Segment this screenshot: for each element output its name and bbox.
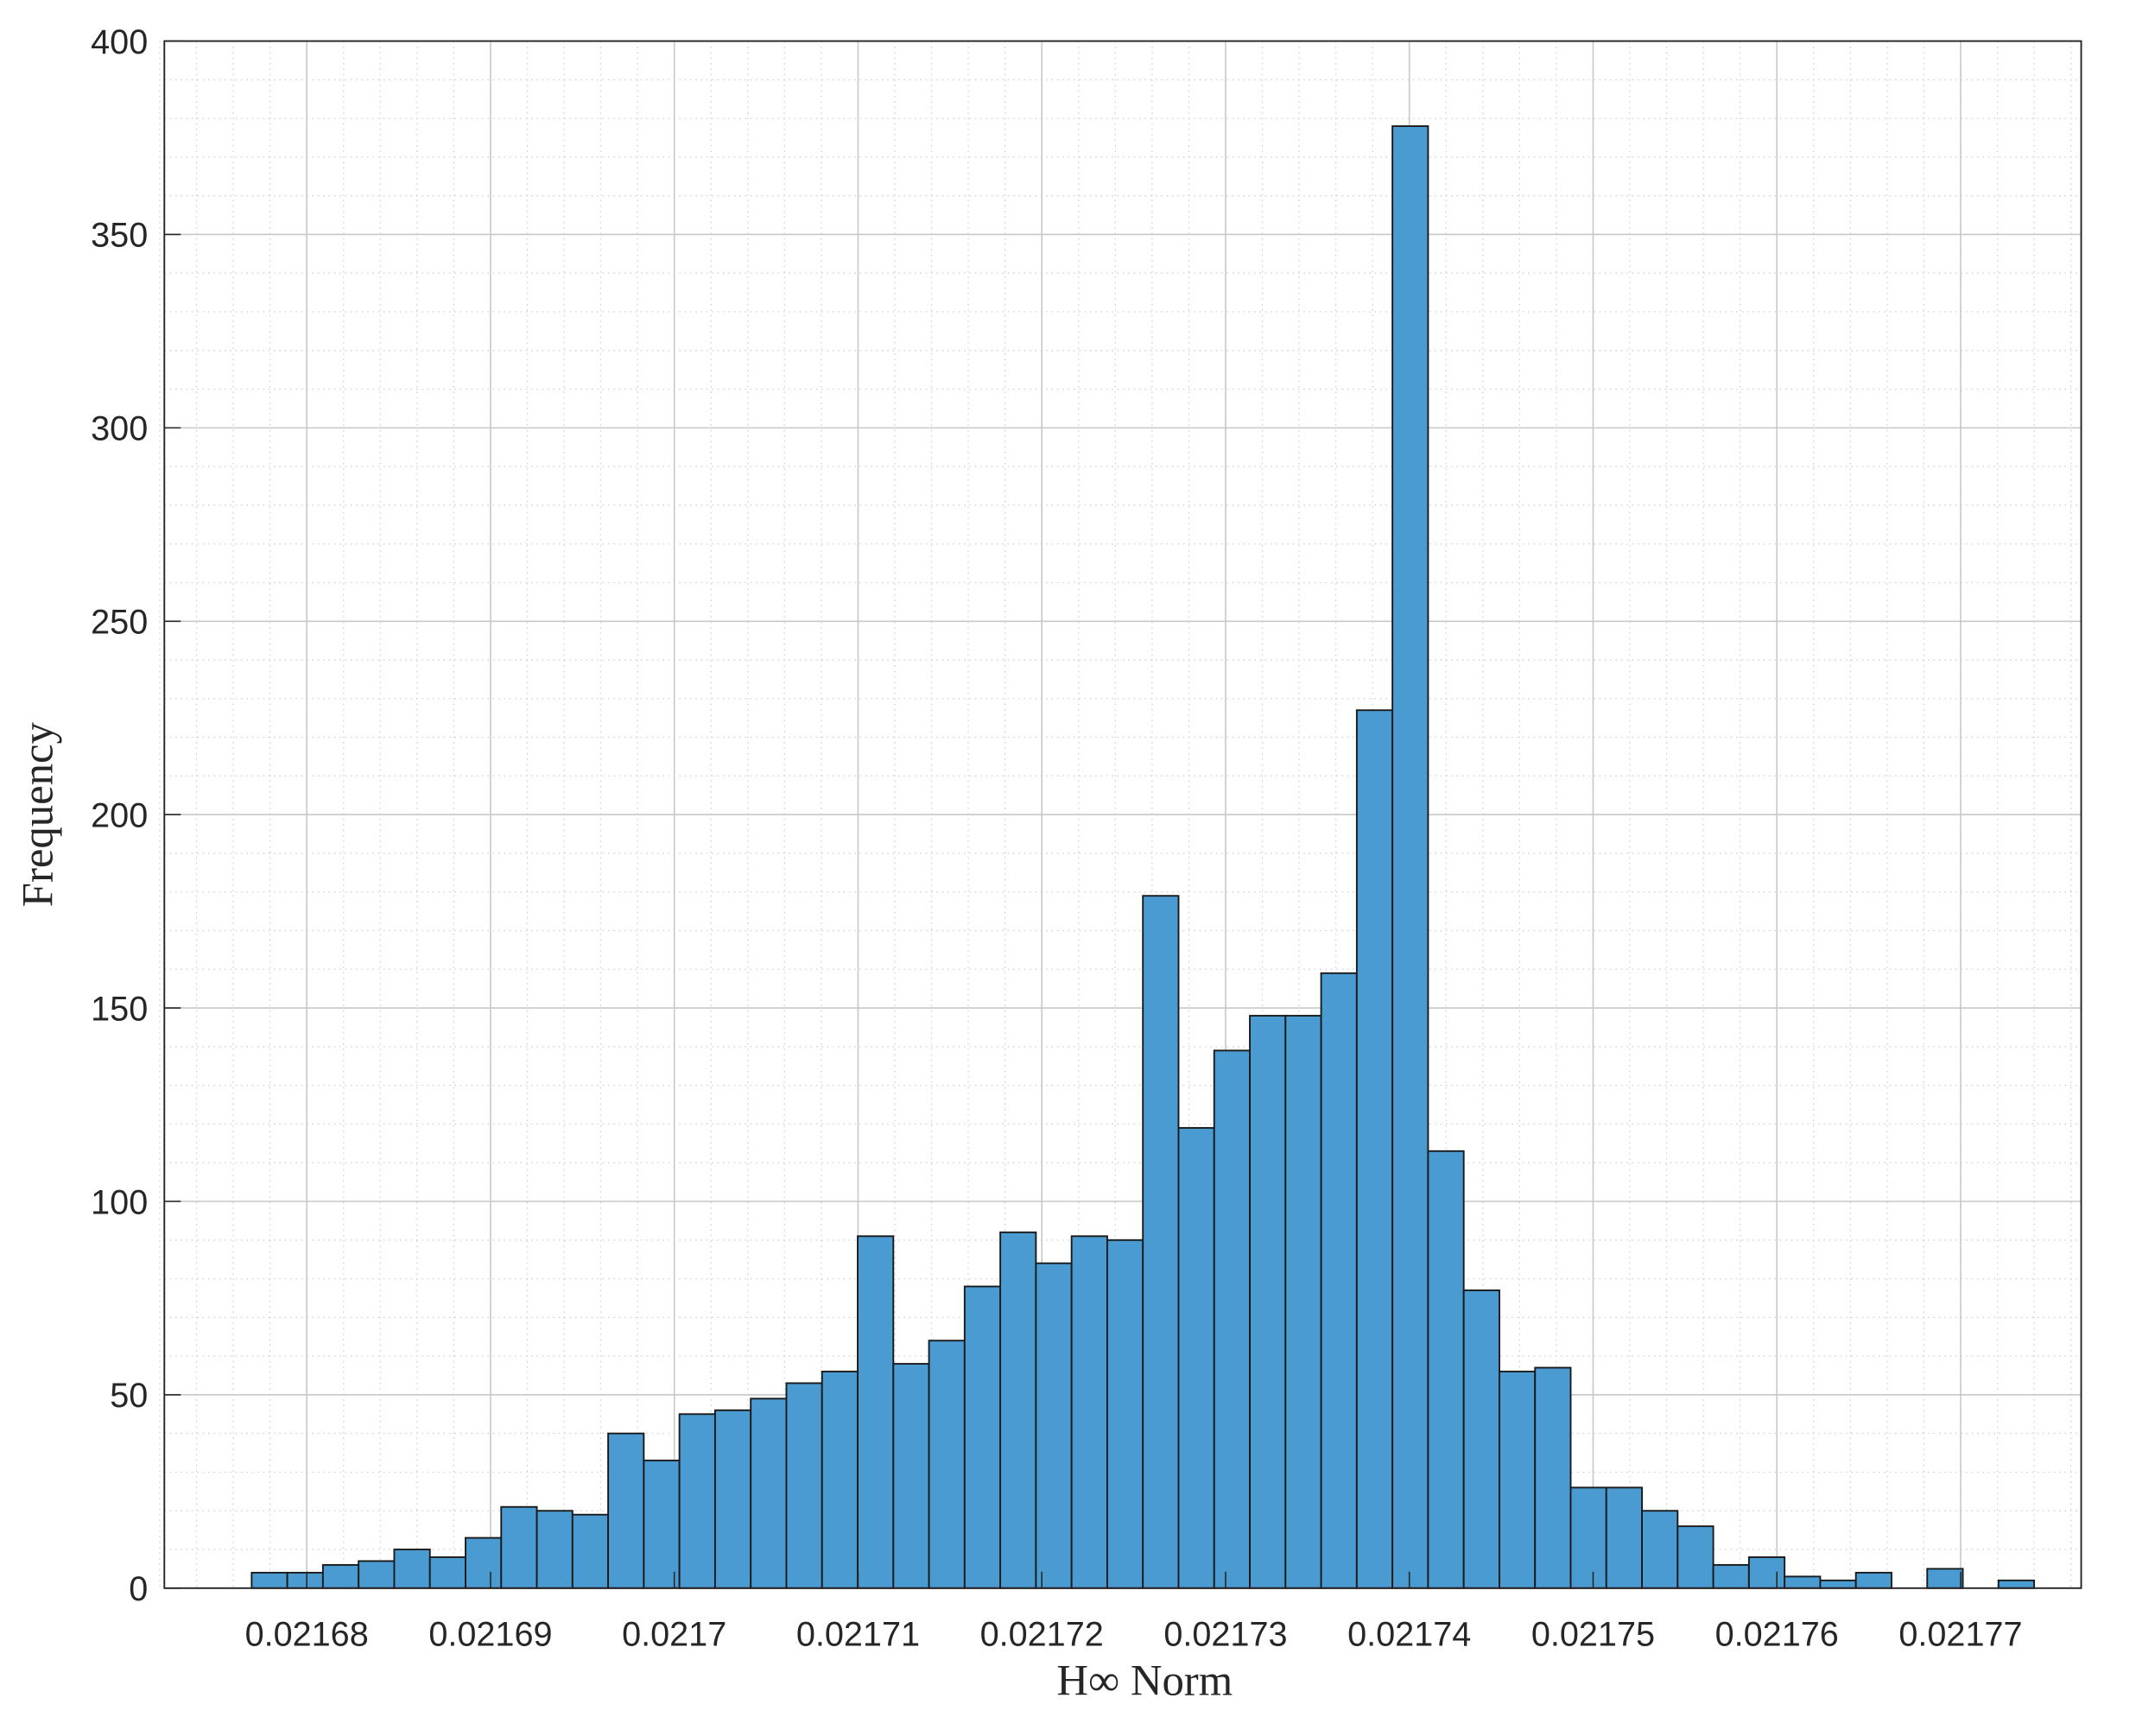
- bar: [1534, 1366, 1572, 1589]
- bar: [393, 1549, 431, 1589]
- y-tick-label: 250: [91, 604, 148, 642]
- bar: [428, 1556, 466, 1589]
- bar: [500, 1505, 538, 1589]
- y-tick-label: 300: [91, 410, 148, 448]
- bar: [1854, 1571, 1892, 1589]
- x-tick-label: 0.02169: [428, 1615, 552, 1653]
- bar: [1142, 895, 1180, 1589]
- y-tick-label: 100: [91, 1183, 148, 1221]
- bar: [607, 1432, 645, 1589]
- bar: [785, 1382, 823, 1589]
- x-tick-label: 0.02174: [1347, 1615, 1471, 1653]
- bar: [1284, 1015, 1322, 1589]
- bar: [571, 1513, 610, 1589]
- bar: [286, 1571, 324, 1589]
- bar: [1747, 1556, 1786, 1589]
- bar: [821, 1371, 859, 1589]
- bar: [857, 1235, 895, 1589]
- bar: [1819, 1579, 1857, 1589]
- bar: [1427, 1150, 1465, 1589]
- bar: [1926, 1568, 1964, 1589]
- bar: [1106, 1239, 1144, 1589]
- x-tick-label: 0.0217: [622, 1615, 726, 1653]
- bar: [1712, 1563, 1750, 1589]
- y-axis-label: Frequency: [13, 722, 61, 908]
- y-tick-label: 50: [110, 1377, 148, 1415]
- y-tick-label: 200: [91, 796, 148, 834]
- bar: [1391, 125, 1429, 1589]
- x-tick-label: 0.02176: [1715, 1615, 1839, 1653]
- bar: [536, 1510, 574, 1589]
- bar: [321, 1563, 360, 1589]
- x-tick-label: 0.02175: [1531, 1615, 1655, 1653]
- bar: [643, 1460, 681, 1589]
- bar: [999, 1231, 1037, 1589]
- bar: [963, 1285, 1002, 1589]
- bar: [358, 1560, 396, 1589]
- bar: [713, 1409, 752, 1589]
- bar: [1569, 1486, 1607, 1589]
- y-tick-label: 400: [91, 23, 148, 61]
- bar: [678, 1413, 716, 1589]
- bar: [1320, 972, 1358, 1589]
- y-tick-label: 150: [91, 990, 148, 1028]
- bar: [1035, 1262, 1073, 1589]
- y-tick-label: 350: [91, 217, 148, 255]
- x-tick-label: 0.02168: [245, 1615, 369, 1653]
- bar: [1213, 1049, 1251, 1589]
- bar: [1498, 1371, 1537, 1589]
- bar: [1997, 1579, 2036, 1589]
- bar: [465, 1536, 503, 1589]
- bar: [1355, 709, 1394, 1589]
- bar: [1249, 1015, 1287, 1589]
- bars: [250, 125, 2036, 1589]
- x-tick-label: 0.02177: [1898, 1615, 2022, 1653]
- bar: [250, 1571, 288, 1589]
- x-tick-label: 0.02171: [796, 1615, 920, 1653]
- bar: [1784, 1575, 1822, 1589]
- x-axis-label: H∞ Norm: [1056, 1656, 1233, 1704]
- bar: [1641, 1510, 1679, 1589]
- y-tick-label: 0: [129, 1570, 148, 1608]
- bar: [1070, 1235, 1108, 1589]
- x-tick-label: 0.02173: [1163, 1615, 1287, 1653]
- bar: [1676, 1525, 1715, 1589]
- bar: [1177, 1126, 1215, 1589]
- bar: [1462, 1289, 1500, 1589]
- bar: [750, 1397, 788, 1589]
- bar: [928, 1340, 966, 1589]
- bar: [892, 1363, 930, 1589]
- x-tick-label: 0.02172: [980, 1615, 1104, 1653]
- bar: [1605, 1486, 1643, 1589]
